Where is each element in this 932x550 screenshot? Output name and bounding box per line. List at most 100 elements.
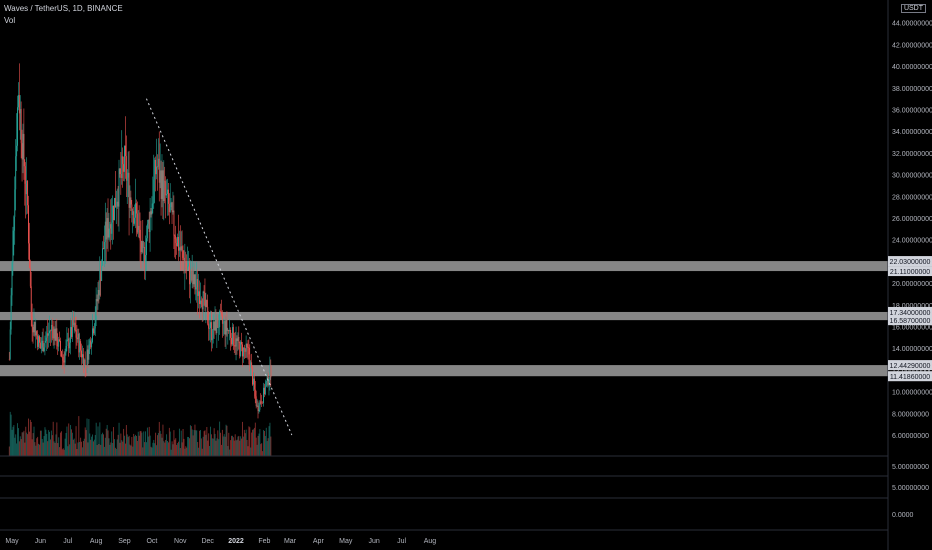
volume-bar [86, 418, 88, 456]
price-tick-label: 18.00000000 [892, 303, 932, 310]
volume-bar [154, 443, 156, 456]
candle-body [211, 337, 213, 341]
volume-bar [28, 418, 29, 456]
candle-body [34, 322, 36, 336]
candle-body [111, 222, 113, 234]
candle-body [122, 156, 124, 165]
zone-price-label: 12.44290000 [890, 363, 931, 370]
volume-bar [268, 426, 270, 456]
volume-bar [200, 438, 202, 456]
candle-body [123, 164, 125, 172]
zone-label-box [888, 315, 932, 326]
volume-bar [89, 433, 91, 456]
candle-body [50, 325, 52, 332]
time-tick-label: Jul [63, 538, 72, 545]
volume-bar [167, 442, 169, 456]
candle-body [229, 329, 231, 332]
volume-bar [171, 441, 173, 456]
candle-body [101, 265, 103, 282]
candle-body [118, 168, 120, 207]
candle-body [16, 145, 18, 157]
volume-bar [10, 414, 12, 456]
volume-bar [144, 442, 146, 456]
volume-bar [41, 438, 43, 456]
volume-bar [120, 433, 122, 456]
candle-body [233, 345, 235, 346]
candle-body [249, 354, 251, 367]
candle-body [216, 317, 218, 334]
volume-bar [135, 434, 136, 456]
candle-body [110, 224, 112, 234]
time-tick-label: Jun [35, 538, 46, 545]
candle-body [10, 295, 12, 330]
candle-body [239, 343, 241, 356]
volume-bar [239, 440, 241, 456]
volume-bar [236, 439, 238, 456]
candle-body [194, 274, 196, 290]
candle-body [187, 266, 189, 269]
volume-bar [145, 431, 147, 456]
candle-body [75, 330, 77, 338]
candle-body [263, 387, 264, 404]
volume-bar [211, 438, 213, 456]
zone-band [0, 311, 888, 321]
candle-body [91, 342, 93, 348]
price-tick-label: 44.00000000 [892, 21, 932, 28]
candle-body [121, 156, 123, 179]
candle-body [8, 359, 10, 360]
volume-bar [242, 421, 243, 456]
volume-bar [153, 439, 155, 456]
candle-body [55, 328, 57, 341]
candle-body [88, 344, 90, 360]
candle-body [171, 202, 173, 213]
candle-body [179, 247, 181, 251]
candle-body [87, 349, 89, 360]
volume-bar [63, 449, 65, 456]
candle-body [196, 279, 198, 288]
volume-bar [259, 429, 261, 456]
candle-body [104, 221, 106, 242]
volume-bar [215, 440, 217, 456]
volume-bar [245, 429, 247, 456]
candle-body [246, 343, 248, 348]
candle-body [40, 347, 42, 349]
volume-bar [241, 438, 243, 456]
volume-bar [96, 445, 98, 456]
volume-bar [191, 429, 193, 456]
volume-bar [157, 433, 159, 456]
volume-bar [266, 441, 268, 456]
volume-bar [128, 435, 130, 456]
volume-bar [84, 427, 86, 456]
candle-body [125, 156, 127, 181]
volume-bar [55, 434, 57, 456]
volume-bar [50, 430, 52, 456]
volume-bars [8, 411, 272, 456]
volume-bar [260, 444, 262, 456]
price-tick-label: 24.00000000 [892, 238, 932, 245]
candle-body [265, 381, 267, 387]
volume-bar [243, 429, 245, 456]
candle-body [140, 240, 142, 253]
volume-bar [20, 439, 22, 456]
candle-body [129, 197, 131, 208]
volume-bar [67, 446, 69, 456]
time-tick-label: May [339, 538, 353, 545]
volume-bar [189, 438, 190, 456]
candle-body [127, 172, 129, 178]
candle-body [153, 179, 155, 203]
volume-bar [50, 439, 51, 456]
zone-label-box [888, 360, 932, 371]
volume-bar [110, 442, 112, 456]
candle-body [243, 347, 245, 350]
volume-bar [15, 434, 17, 456]
volume-bar [208, 433, 210, 456]
volume-bar [146, 442, 147, 456]
volume-bar [221, 429, 223, 456]
candle-body [100, 270, 102, 282]
time-tick-label: Apr [313, 538, 325, 545]
candle-body [95, 299, 97, 320]
volume-bar [21, 432, 23, 456]
candle-body [264, 387, 265, 395]
volume-bar [250, 447, 252, 456]
